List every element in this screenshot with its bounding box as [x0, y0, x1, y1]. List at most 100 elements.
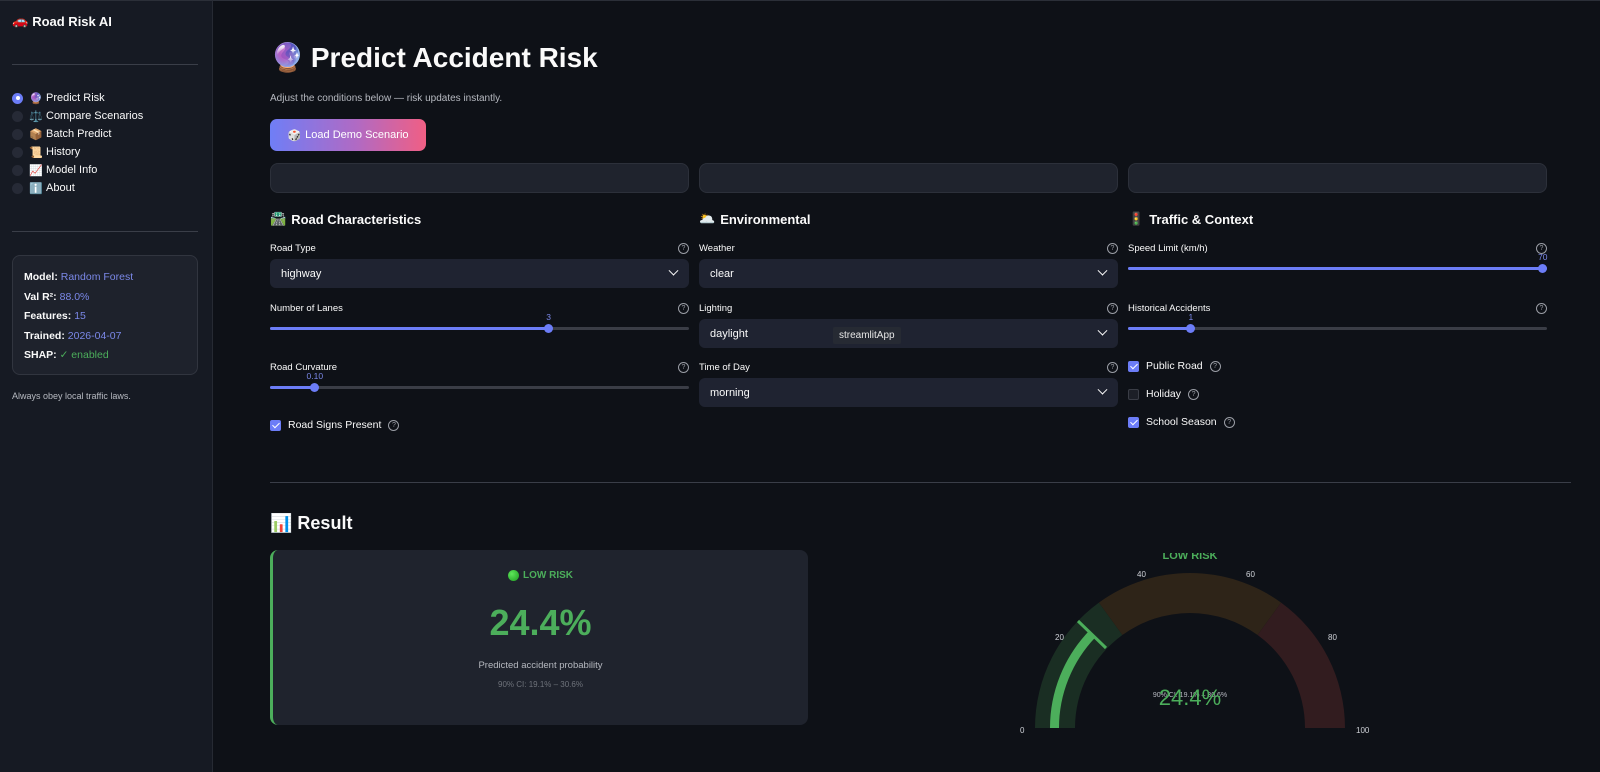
shap-row: SHAP: ✓ enabled [24, 349, 109, 361]
gauge-threshold-marker [1076, 619, 1108, 650]
curvature-slider[interactable]: 0.10 [270, 371, 689, 394]
time-of-day-select[interactable]: morning [699, 378, 1118, 407]
section-heading: 🚦 Traffic & Context [1128, 211, 1254, 227]
package-icon: 📦 [29, 128, 43, 141]
traffic-light-icon: 🚦 [1128, 211, 1145, 226]
section-heading: 🌥️ Environmental [699, 211, 811, 227]
public-road-checkbox[interactable]: Public Road ? [1128, 358, 1221, 374]
nav-item-about[interactable]: ℹ️ About [12, 179, 143, 197]
page-title: 🔮 Predict Accident Risk [270, 41, 598, 74]
section-divider [270, 482, 1571, 483]
help-icon[interactable]: ? [678, 242, 689, 254]
crystal-ball-icon: 🔮 [29, 92, 43, 105]
slider-thumb[interactable] [1538, 264, 1548, 273]
risk-percentage: 24.4% [489, 602, 592, 643]
nav-item-predict-risk[interactable]: 🔮 Predict Risk [12, 89, 143, 107]
radio-icon[interactable] [12, 128, 23, 140]
lanes-slider[interactable]: 3 [270, 312, 689, 335]
help-icon[interactable]: ? [1107, 302, 1118, 314]
road-signs-checkbox[interactable]: Road Signs Present ? [270, 417, 400, 433]
help-icon[interactable]: ? [678, 302, 689, 314]
help-icon[interactable]: ? [1536, 242, 1547, 254]
gauge-value-bar [1050, 630, 1096, 728]
lighting-label-row: Lighting ? [699, 301, 1118, 315]
speed-limit-label-row: Speed Limit (km/h) ? [1128, 241, 1547, 255]
nav-item-history[interactable]: 📜 History [12, 143, 143, 161]
confidence-interval: 90% CI: 19.1% – 30.6% [498, 680, 583, 689]
lighting-select[interactable]: daylight [699, 319, 1118, 348]
nav-item-batch-predict[interactable]: 📦 Batch Predict [12, 125, 143, 143]
nav-item-compare-scenarios[interactable]: ⚖️ Compare Scenarios [12, 107, 143, 125]
chevron-down-icon [668, 265, 679, 276]
gauge-band-medium [1098, 573, 1282, 635]
model-row: Model: Random Forest [24, 271, 134, 283]
help-icon[interactable]: ? [1536, 302, 1547, 314]
speed-limit-slider[interactable]: 70 [1128, 252, 1548, 275]
checkbox-checked-icon[interactable] [1128, 416, 1139, 428]
checkbox-checked-icon[interactable] [1128, 360, 1139, 372]
slider-thumb[interactable] [544, 324, 554, 333]
radio-icon[interactable] [12, 182, 23, 194]
sidebar-divider [12, 64, 198, 65]
environmental-section: 🌥️ Environmental Weather ? clear Lightin… [699, 209, 1118, 409]
gauge-tick-label: 80 [1328, 633, 1337, 642]
green-circle-icon [508, 570, 519, 581]
dice-icon: 🎲 [287, 129, 302, 142]
radio-icon[interactable] [12, 146, 23, 158]
nav-item-model-info[interactable]: 📈 Model Info [12, 161, 143, 179]
school-season-checkbox[interactable]: School Season ? [1128, 414, 1235, 430]
lanes-label-row: Number of Lanes ? [270, 301, 689, 315]
bar-chart-icon: 📊 [270, 513, 293, 533]
risk-badge: LOW RISK [273, 570, 808, 581]
model-info-card: Model: Random Forest Val R²: 88.0% Featu… [12, 255, 198, 375]
features-row: Features: 15 [24, 310, 86, 322]
radio-icon[interactable] [12, 110, 23, 122]
disclaimer-note: Always obey local traffic laws. [12, 391, 131, 401]
gauge-svg: 0 20 40 60 80 100 LOW RISK 90% CI: 19.1%… [1020, 550, 1370, 735]
gauge-tick-label: 100 [1356, 726, 1370, 735]
load-demo-scenario-button[interactable]: 🎲 Load Demo Scenario [270, 119, 426, 151]
section-heading: 🛣️ Road Characteristics [270, 211, 422, 227]
risk-description: Predicted accident probability [478, 660, 603, 671]
radio-icon[interactable] [12, 164, 23, 176]
chevron-down-icon [1097, 384, 1108, 395]
gauge-band-high [1257, 602, 1345, 728]
help-icon[interactable]: ? [388, 419, 400, 431]
slider-thumb[interactable] [310, 383, 320, 392]
gauge-value-text: 24.4% [1159, 685, 1221, 710]
sidebar: 🚗 Road Risk AI 🔮 Predict Risk ⚖️ Compare… [0, 0, 213, 772]
weather-label-row: Weather ? [699, 241, 1118, 255]
checkbox-unchecked-icon[interactable] [1128, 388, 1139, 400]
help-icon[interactable]: ? [1107, 361, 1118, 373]
slider-thumb[interactable] [1186, 324, 1196, 333]
gauge-ci-text: 90% CI: 19.1% – 30.6% [1153, 692, 1227, 699]
nav-radio-group: 🔮 Predict Risk ⚖️ Compare Scenarios 📦 Ba… [12, 89, 143, 197]
risk-gauge-chart: 0 20 40 60 80 100 LOW RISK 90% CI: 19.1%… [1000, 550, 1380, 753]
tooltip: streamlitApp [833, 327, 901, 344]
chevron-down-icon [1097, 265, 1108, 276]
help-icon[interactable]: ? [1188, 388, 1200, 400]
gauge-tick-label: 0 [1020, 726, 1025, 735]
radio-selected-icon[interactable] [12, 92, 23, 104]
help-icon[interactable]: ? [1223, 416, 1235, 428]
help-icon[interactable]: ? [678, 361, 689, 373]
car-icon: 🚗 [12, 13, 29, 28]
gauge-tick-label: 20 [1055, 633, 1064, 642]
traffic-context-section: 🚦 Traffic & Context Speed Limit (km/h) ?… [1128, 209, 1548, 439]
result-heading: 📊 Result [270, 513, 353, 533]
result-card: LOW RISK 24.4% Predicted accident probab… [270, 550, 808, 725]
road-type-select[interactable]: highway [270, 259, 689, 288]
checkbox-checked-icon[interactable] [270, 419, 281, 431]
historical-accidents-slider[interactable]: 1 [1128, 312, 1547, 335]
holiday-checkbox[interactable]: Holiday ? [1128, 386, 1200, 402]
road-characteristics-section: 🛣️ Road Characteristics Road Type ? high… [270, 209, 689, 439]
empty-container-2 [699, 163, 1118, 193]
help-icon[interactable]: ? [1209, 360, 1221, 372]
cloud-sun-icon: 🌥️ [699, 211, 716, 226]
info-icon: ℹ️ [29, 182, 43, 195]
scales-icon: ⚖️ [29, 110, 43, 123]
help-icon[interactable]: ? [1107, 242, 1118, 254]
crystal-ball-icon: 🔮 [270, 42, 305, 73]
empty-container-3 [1128, 163, 1547, 193]
weather-select[interactable]: clear [699, 259, 1118, 288]
